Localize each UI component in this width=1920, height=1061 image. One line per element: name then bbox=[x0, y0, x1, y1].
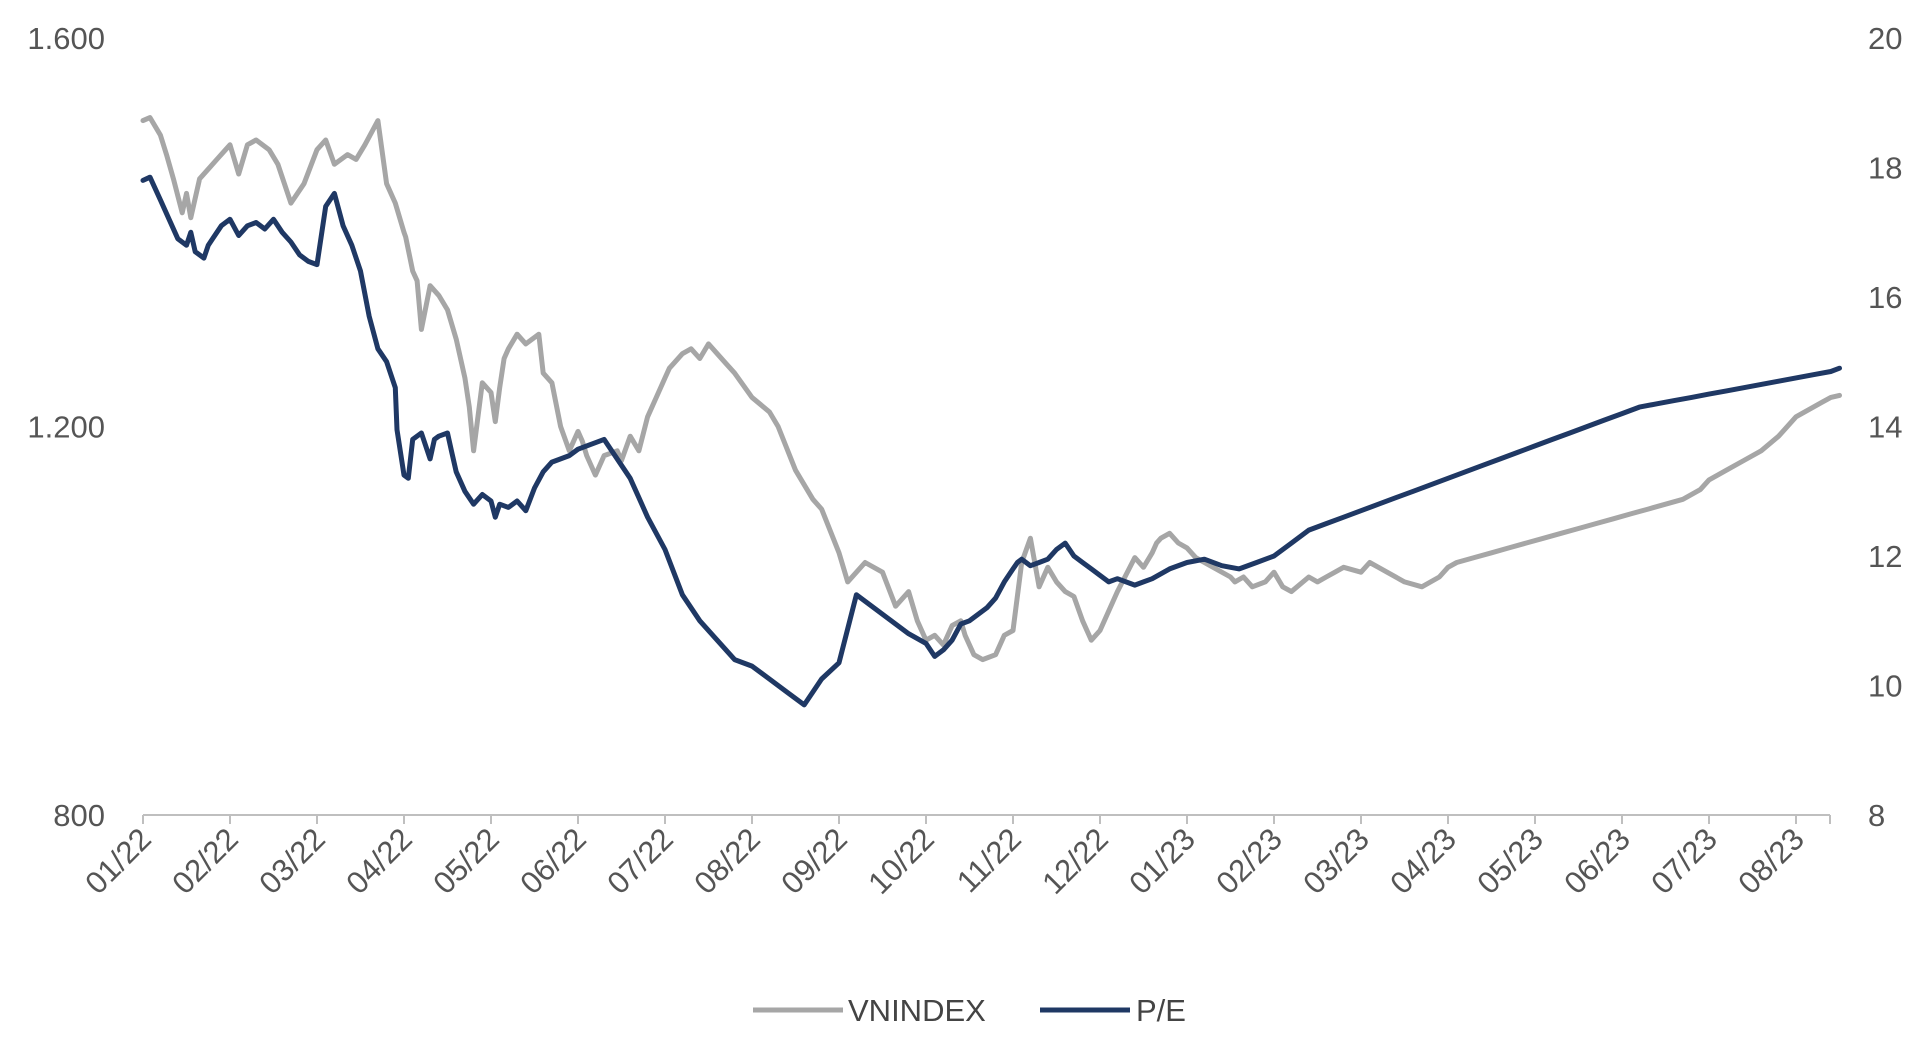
x-tick-label: 06/23 bbox=[1557, 821, 1637, 901]
x-tick-label: 08/23 bbox=[1731, 821, 1811, 901]
x-tick-label: 06/22 bbox=[513, 821, 593, 901]
x-tick-label: 05/23 bbox=[1470, 821, 1550, 901]
left-y-tick-label: 1.600 bbox=[27, 21, 105, 56]
x-tick-label: 08/22 bbox=[687, 821, 767, 901]
series-line-p-e bbox=[140, 174, 1842, 708]
left-y-tick-label: 1.200 bbox=[27, 410, 105, 445]
x-tick-label: 12/22 bbox=[1035, 821, 1115, 901]
series-group bbox=[140, 115, 1842, 708]
x-tick-label: 01/23 bbox=[1122, 821, 1202, 901]
series-line-vnindex bbox=[140, 115, 1842, 663]
right-y-tick-label: 20 bbox=[1868, 21, 1902, 56]
x-tick-label: 02/23 bbox=[1209, 821, 1289, 901]
right-y-tick-label: 14 bbox=[1868, 410, 1902, 445]
axes: 01/22 02/22 03/22 04/22 05/22 06/22 07/22 08/22… bbox=[27, 21, 1902, 901]
x-tick-label: 04/23 bbox=[1383, 821, 1463, 901]
x-tick-label: 04/22 bbox=[339, 821, 419, 901]
left-y-tick-label: 800 bbox=[53, 798, 105, 833]
legend-label-pe: P/E bbox=[1136, 993, 1186, 1028]
x-tick-label: 09/22 bbox=[774, 821, 854, 901]
legend-label-vnindex: VNINDEX bbox=[848, 993, 986, 1028]
right-y-tick-label: 10 bbox=[1868, 669, 1902, 704]
right-y-tick-label: 16 bbox=[1868, 280, 1902, 315]
x-tick-label: 02/22 bbox=[165, 821, 245, 901]
x-tick-label: 01/22 bbox=[78, 821, 158, 901]
x-tick-label: 07/23 bbox=[1644, 821, 1724, 901]
x-tick-label: 05/22 bbox=[426, 821, 506, 901]
right-y-tick-label: 8 bbox=[1868, 798, 1885, 833]
x-tick-label: 11/22 bbox=[950, 821, 1028, 899]
right-y-tick-label: 12 bbox=[1868, 539, 1902, 574]
x-tick-label: 03/23 bbox=[1296, 821, 1376, 901]
x-tick-label: 07/22 bbox=[600, 821, 680, 901]
legend: VNINDEX P/E bbox=[753, 993, 1186, 1028]
x-tick-label: 03/22 bbox=[252, 821, 332, 901]
x-tick-label: 10/22 bbox=[861, 821, 941, 901]
right-y-tick-label: 18 bbox=[1868, 151, 1902, 186]
